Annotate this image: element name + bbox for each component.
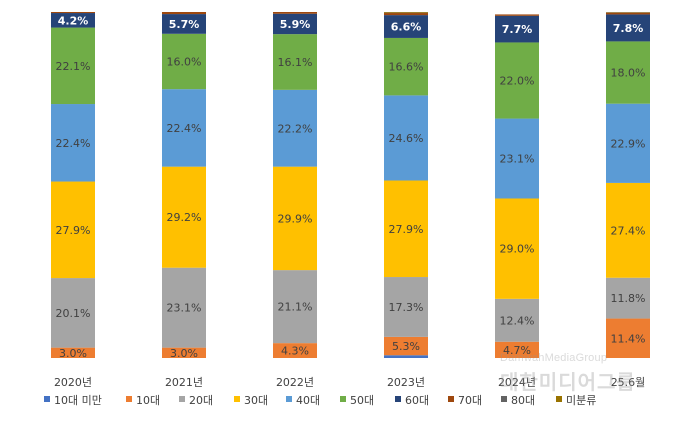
data-label: 4.2% (58, 14, 89, 27)
data-label: 5.3% (392, 340, 420, 353)
data-label: 16.0% (167, 55, 202, 68)
x-tick-label: 2023년 (387, 376, 425, 389)
legend-label: 미분류 (566, 394, 596, 407)
data-label: 5.9% (280, 18, 311, 31)
x-tick-label: 2020년 (54, 376, 92, 389)
x-tick-label: 2021년 (165, 376, 203, 389)
legend-label: 70대 (458, 394, 482, 407)
legend-label: 10대 미만 (54, 394, 102, 407)
legend-label: 20대 (189, 394, 213, 407)
legend-swatch (286, 396, 292, 402)
data-label: 4.3% (281, 345, 309, 358)
x-tick-label: 25.6월 (611, 376, 646, 389)
x-tick-label: 2024년 (498, 376, 536, 389)
data-label: 7.7% (502, 23, 533, 36)
data-label: 22.9% (611, 137, 646, 150)
data-label: 29.9% (278, 212, 313, 225)
bar-segment (384, 355, 428, 358)
data-label: 22.0% (500, 75, 535, 88)
legend-swatch (556, 396, 562, 402)
data-label: 21.1% (278, 301, 313, 314)
data-label: 24.6% (389, 132, 424, 145)
data-label: 23.1% (167, 302, 202, 315)
legend-swatch (44, 396, 50, 402)
data-label: 11.8% (611, 292, 646, 305)
legend-swatch (179, 396, 185, 402)
data-label: 27.9% (56, 224, 91, 237)
legend-label: 60대 (405, 394, 429, 407)
bar-segment (51, 12, 95, 13)
data-label: 4.7% (503, 344, 531, 357)
legend-label: 30대 (244, 394, 268, 407)
legend-swatch (126, 396, 132, 402)
data-label: 23.1% (500, 153, 535, 166)
data-label: 22.1% (56, 60, 91, 73)
x-tick-label: 2022년 (276, 376, 314, 389)
data-label: 18.0% (611, 67, 646, 80)
bar-segment (384, 12, 428, 13)
data-label: 22.4% (56, 137, 91, 150)
data-label: 11.4% (611, 332, 646, 345)
data-label: 22.4% (167, 122, 202, 135)
data-label: 3.0% (59, 347, 87, 360)
data-label: 7.8% (613, 22, 644, 35)
data-label: 17.3% (389, 301, 424, 314)
data-label: 27.9% (389, 223, 424, 236)
data-label: 27.4% (611, 224, 646, 237)
data-label: 29.2% (167, 211, 202, 224)
legend-label: 80대 (511, 394, 535, 407)
legend-label: 10대 (136, 394, 160, 407)
data-label: 12.4% (500, 314, 535, 327)
data-label: 20.1% (56, 307, 91, 320)
data-label: 3.0% (170, 347, 198, 360)
data-label: 29.0% (500, 243, 535, 256)
data-label: 16.1% (278, 56, 313, 69)
legend-label: 50대 (350, 394, 374, 407)
bar-segment (495, 14, 539, 15)
bar-segment (162, 12, 206, 14)
bar-segment (384, 13, 428, 15)
legend-swatch (340, 396, 346, 402)
legend-swatch (448, 396, 454, 402)
bar-segment (273, 12, 317, 14)
legend-swatch (234, 396, 240, 402)
legend-swatch (395, 396, 401, 402)
data-label: 16.6% (389, 61, 424, 74)
legend-swatch (501, 396, 507, 402)
legend-label: 40대 (296, 394, 320, 407)
bar-segment (606, 13, 650, 15)
data-label: 6.6% (391, 21, 422, 34)
data-label: 5.7% (169, 18, 200, 31)
data-label: 22.2% (278, 122, 313, 135)
